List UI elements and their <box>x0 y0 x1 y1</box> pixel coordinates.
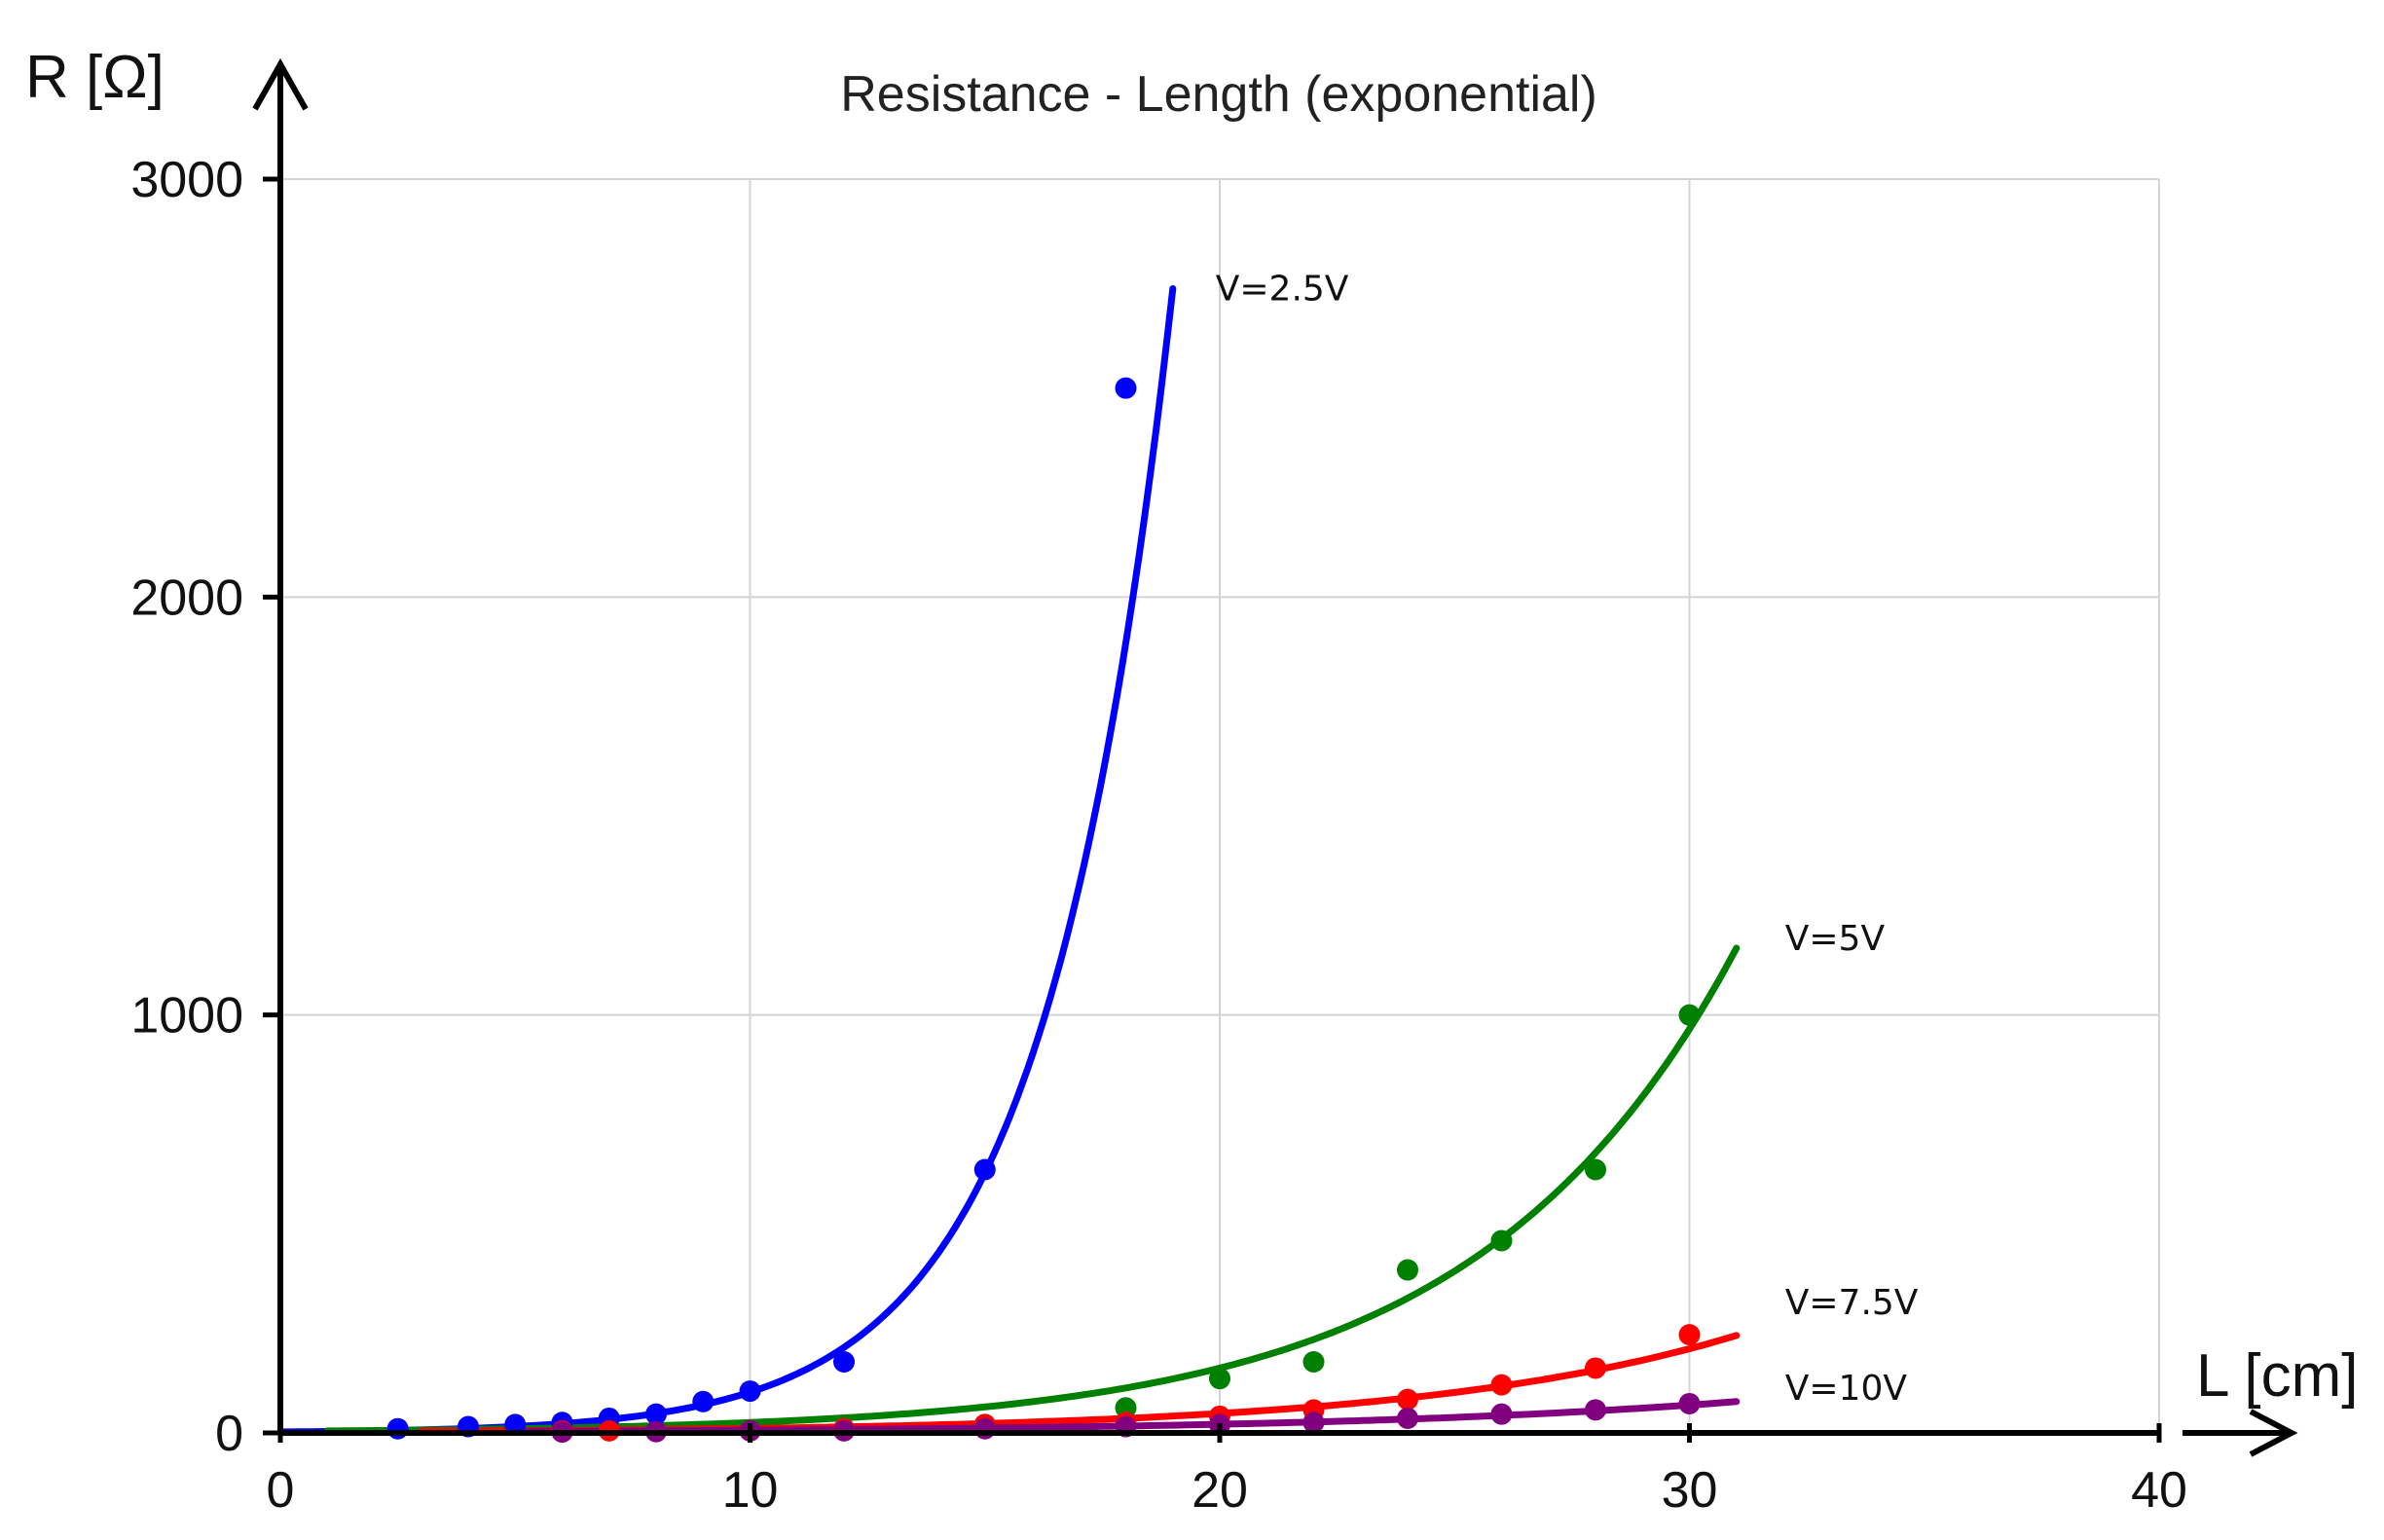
x-tick-label: 0 <box>267 1462 295 1519</box>
data-point-series-0 <box>386 1417 409 1440</box>
data-point-series-3 <box>1678 1392 1701 1414</box>
data-point-series-3 <box>973 1417 996 1440</box>
fit-curves <box>276 285 1741 1436</box>
series-label: V=2.5V <box>1216 270 1349 310</box>
data-point-series-1 <box>1490 1229 1513 1252</box>
x-tick-label: 20 <box>1192 1462 1248 1519</box>
data-point-series-0 <box>739 1380 761 1403</box>
data-point-series-3 <box>1397 1407 1418 1429</box>
fit-curve-series-1 <box>323 944 1741 1435</box>
data-point-series-1 <box>1678 1004 1701 1026</box>
series-labels: V=2.5V V=5V V=7.5V V=10V <box>1216 270 1919 1409</box>
y-axis-title: R [Ω] <box>25 44 165 111</box>
data-point-series-3 <box>1585 1399 1606 1421</box>
y-tick-label: 3000 <box>130 152 243 208</box>
fit-curve-series-0 <box>276 285 1177 1436</box>
data-point-series-0 <box>973 1158 996 1181</box>
data-point-series-0 <box>504 1413 527 1436</box>
data-point-series-0 <box>645 1403 667 1425</box>
x-axis-title: L [cm] <box>2196 1342 2359 1410</box>
data-point-series-1 <box>1302 1351 1325 1374</box>
series-label: V=7.5V <box>1785 1283 1919 1323</box>
x-tick-label: 40 <box>2131 1462 2187 1519</box>
data-point-series-2 <box>1585 1357 1606 1379</box>
data-point-series-0 <box>833 1351 855 1374</box>
data-point-series-1 <box>1209 1368 1230 1390</box>
y-tick-label: 2000 <box>130 569 243 626</box>
y-tick-label: 0 <box>215 1406 243 1462</box>
x-tick-label: 10 <box>722 1462 779 1519</box>
data-point-series-1 <box>1397 1259 1418 1281</box>
ticks: 0 10 20 30 40 0 1000 2000 3000 <box>130 152 2187 1519</box>
data-point-series-3 <box>1302 1412 1325 1434</box>
data-point-series-0 <box>1115 377 1137 399</box>
series-label: V=10V <box>1785 1369 1908 1409</box>
data-point-series-2 <box>1397 1388 1418 1411</box>
data-point-series-3 <box>1490 1403 1513 1425</box>
chart-title: Resistance - Length (exponential) <box>840 66 1597 123</box>
data-point-series-2 <box>1490 1374 1513 1396</box>
x-axis-arrowhead <box>2249 1409 2298 1457</box>
data-point-series-1 <box>1115 1397 1137 1419</box>
x-tick-label: 30 <box>1662 1462 1718 1519</box>
y-tick-label: 1000 <box>130 988 243 1045</box>
data-point-series-2 <box>1678 1324 1701 1346</box>
y-axis-arrowhead <box>252 57 309 111</box>
grid <box>280 178 2160 1433</box>
data-points <box>386 377 1701 1444</box>
data-point-series-0 <box>692 1390 715 1412</box>
data-point-series-1 <box>1585 1158 1606 1181</box>
series-label: V=5V <box>1785 919 1886 959</box>
